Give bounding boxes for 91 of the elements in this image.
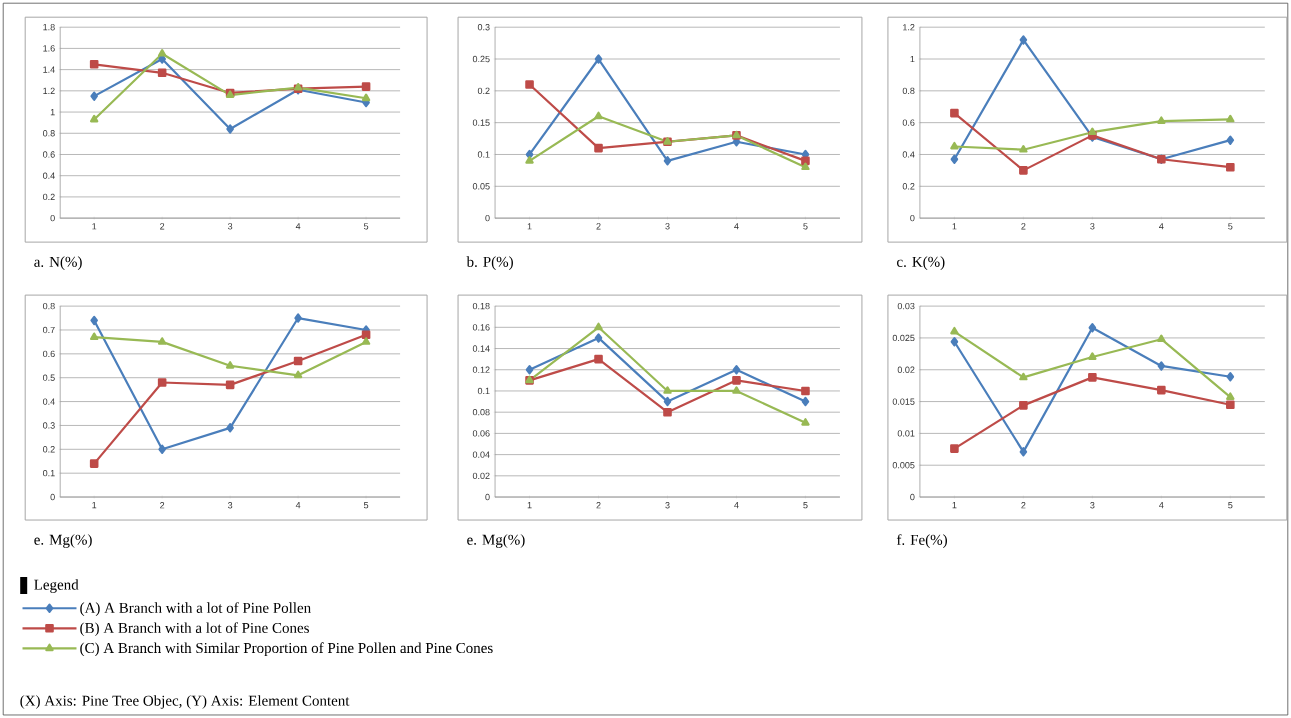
- x-axis-title: b. P(%): [466, 256, 513, 270]
- x-axis-title: a. N(%): [34, 256, 82, 270]
- y-tick-label: 0.015: [892, 398, 915, 405]
- y-tick-label: 0.4: [902, 151, 915, 158]
- x-axis-title: e. Mg(%): [467, 534, 525, 548]
- y-tick-label: 1.6: [43, 45, 55, 52]
- x-tick-label: 2: [1021, 501, 1026, 509]
- y-tick-label: 0.02: [897, 366, 915, 373]
- x-tick-label: 1: [527, 223, 532, 230]
- x-tick-label: 4: [295, 501, 301, 509]
- y-tick-label: 0.8: [42, 302, 55, 310]
- y-tick-label: 0.8: [42, 130, 55, 137]
- y-tick-label: 1.4: [43, 66, 55, 73]
- y-tick-label: 0.01: [897, 430, 915, 437]
- y-tick-label: 0.1: [477, 387, 490, 395]
- y-tick-label: 1.2: [903, 23, 915, 31]
- y-tick-label: 0.03: [897, 302, 915, 310]
- y-tick-label: 1.8: [43, 23, 55, 31]
- x-tick-label: 5: [363, 223, 369, 230]
- x-axis-title: c. K(%): [897, 256, 945, 270]
- x-tick-label: 5: [1228, 223, 1233, 230]
- x-tick-label: 5: [803, 223, 808, 230]
- y-tick-label: 0.15: [472, 119, 490, 126]
- y-tick-label: 0.18: [472, 302, 490, 310]
- y-tick-label: 0.02: [472, 472, 490, 479]
- y-tick-label: 0.3: [477, 23, 490, 31]
- x-tick-label: 3: [1090, 501, 1095, 509]
- y-tick-label: 0.08: [472, 408, 490, 416]
- y-tick-label: 0.05: [472, 183, 490, 190]
- y-tick-label: 0: [50, 214, 55, 222]
- x-tick-label: 1: [92, 223, 97, 230]
- y-tick-label: 1: [50, 108, 55, 116]
- x-tick-label: 5: [803, 501, 808, 509]
- y-tick-label: 0.16: [472, 324, 490, 331]
- y-tick-label: 0.4: [42, 398, 55, 405]
- y-tick-label: 0.6: [42, 350, 55, 357]
- y-tick-label: 0.7: [42, 326, 55, 334]
- y-tick-label: 0.4: [42, 172, 55, 179]
- x-tick-label: 3: [1090, 223, 1095, 230]
- y-tick-label: 0.5: [42, 374, 55, 381]
- x-tick-label: 5: [1228, 501, 1233, 509]
- x-tick-label: 4: [1159, 223, 1164, 230]
- y-tick-label: 0.2: [477, 87, 490, 94]
- y-tick-label: 0.04: [472, 451, 490, 458]
- y-tick-label: 0.1: [42, 469, 55, 477]
- y-tick-label: 0.6: [902, 119, 915, 126]
- legend-label: (C) A Branch with Similar Proportion of Pine Pollen and Pine Cones: [80, 642, 493, 656]
- x-tick-label: 5: [363, 501, 369, 509]
- x-tick-label: 4: [1159, 501, 1164, 509]
- legend-title: Legend: [34, 579, 79, 593]
- legend-label: (A) A Branch with a lot of Pine Pollen: [80, 602, 311, 616]
- x-tick-label: 1: [952, 501, 957, 509]
- y-tick-label: 0.2: [42, 193, 55, 201]
- y-tick-label: 0: [910, 493, 915, 501]
- y-tick-label: 0.025: [892, 334, 915, 342]
- x-tick-label: 1: [952, 223, 957, 230]
- y-tick-label: 0.12: [472, 366, 490, 373]
- y-tick-label: 1.2: [43, 87, 55, 94]
- x-tick-label: 3: [227, 501, 233, 509]
- text: (X) Axis: Pine Tree Objec, (Y) Axis: Element Content: [20, 695, 350, 709]
- x-tick-label: 2: [1021, 223, 1026, 230]
- y-tick-label: 0.25: [472, 55, 490, 63]
- x-tick-label: 4: [295, 223, 301, 230]
- y-tick-label: 0.14: [472, 345, 490, 352]
- y-tick-label: 0: [485, 493, 490, 501]
- x-tick-label: 3: [665, 223, 670, 230]
- y-tick-label: 0.06: [472, 430, 490, 437]
- x-tick-label: 3: [665, 501, 670, 509]
- x-tick-label: 3: [227, 223, 233, 230]
- x-tick-label: 1: [527, 501, 532, 509]
- y-tick-label: 0.005: [892, 461, 915, 469]
- x-tick-label: 4: [734, 501, 739, 509]
- y-tick-label: 0.1: [477, 151, 490, 158]
- y-tick-label: 0.8: [902, 87, 915, 94]
- y-tick-label: 0.2: [902, 183, 915, 190]
- y-tick-label: 0: [50, 493, 55, 501]
- x-axis-title: f. Fe(%): [896, 534, 947, 548]
- x-tick-label: 2: [596, 501, 601, 509]
- y-tick-label: 0.3: [42, 422, 55, 429]
- y-tick-label: 0: [485, 214, 490, 222]
- y-tick-label: 0.6: [42, 151, 55, 158]
- x-tick-label: 1: [92, 501, 97, 509]
- y-tick-label: 1: [910, 55, 915, 63]
- y-tick-label: 0: [910, 214, 915, 222]
- x-axis-title: e. Mg(%): [34, 534, 92, 548]
- legend-label: (B) A Branch with a lot of Pine Cones: [80, 622, 309, 636]
- x-tick-label: 2: [160, 501, 165, 509]
- y-tick-label: 0.2: [42, 446, 55, 453]
- x-tick-label: 2: [596, 223, 601, 230]
- x-tick-label: 2: [160, 223, 165, 230]
- x-tick-label: 4: [734, 223, 739, 230]
